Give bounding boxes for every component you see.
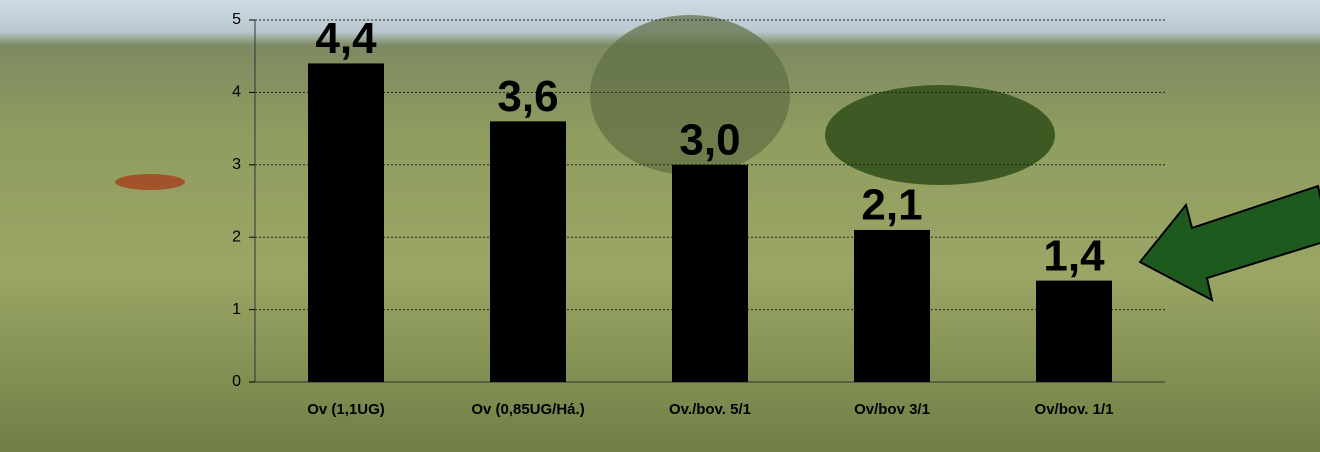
x-tick-label: Ov (0,85UG/Há.) <box>471 401 584 418</box>
bar <box>854 229 930 382</box>
value-label: 2,1 <box>861 181 922 230</box>
x-tick-label: Ov/bov 3/1 <box>854 401 930 418</box>
value-label: 4,4 <box>315 14 377 63</box>
x-tick-label: Ov (1,1UG) <box>307 401 385 418</box>
bar <box>308 63 384 382</box>
y-tick-label: 4 <box>232 84 241 101</box>
x-tick-label: Ov./bov. 5/1 <box>669 401 751 418</box>
bar <box>490 121 566 383</box>
bar <box>672 164 748 382</box>
y-tick-label: 2 <box>232 228 241 245</box>
tree <box>590 15 790 175</box>
value-label: 1,4 <box>1043 231 1105 280</box>
plot-area: 0 1 2 3 4 5 Ov (1,1UG) 4,4 Ov (0,85UG/Há.) 3,6 Ov.… <box>232 11 1165 418</box>
value-label: 3,0 <box>679 115 740 164</box>
bar <box>1036 280 1112 382</box>
arrow <box>1138 184 1320 302</box>
y-tick-label: 1 <box>232 301 241 318</box>
cattle <box>115 174 185 190</box>
value-label: 3,6 <box>497 72 558 121</box>
y-tick-label: 5 <box>232 11 241 28</box>
x-tick-label: Ov/bov. 1/1 <box>1035 401 1114 418</box>
y-tick-label: 3 <box>232 156 241 173</box>
y-tick-label: 0 <box>232 373 241 390</box>
tree <box>825 85 1055 185</box>
